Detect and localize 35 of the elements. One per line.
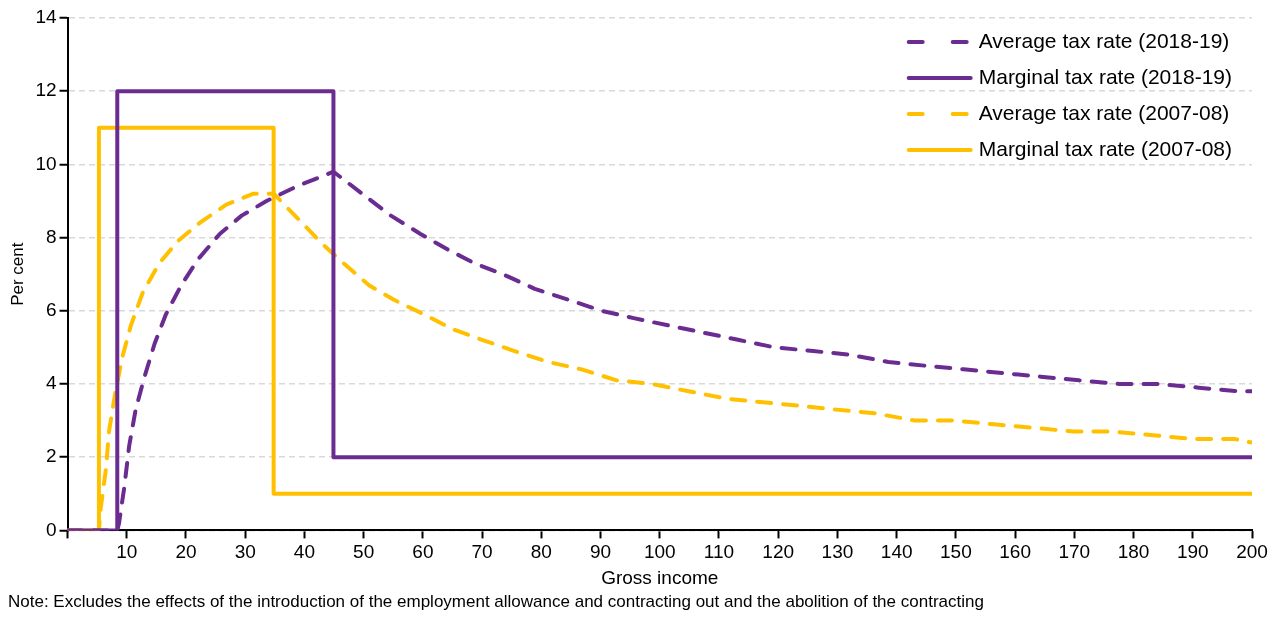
- y-tick-label: 14: [35, 6, 57, 28]
- legend-label: Marginal tax rate (2007-08): [978, 136, 1232, 160]
- x-tick-label: 140: [880, 541, 913, 563]
- x-tick-label: 30: [234, 541, 256, 563]
- legend-label: Marginal tax rate (2018-19): [978, 64, 1232, 88]
- x-tick-label: 150: [940, 541, 972, 563]
- x-tick-label: 110: [703, 541, 735, 563]
- legend-label: Average tax rate (2007-08): [978, 100, 1230, 124]
- x-tick-label: 50: [353, 541, 375, 563]
- x-tick-label: 100: [643, 541, 676, 563]
- x-tick-label: 200: [1236, 541, 1268, 563]
- x-tick-label: 120: [762, 541, 795, 563]
- x-tick-label: 20: [175, 541, 197, 563]
- x-tick-label: 160: [999, 541, 1031, 563]
- y-tick-label: 0: [45, 518, 57, 540]
- y-tick-label: 8: [45, 225, 57, 247]
- x-axis-title: Gross income: [601, 566, 719, 588]
- x-tick-label: 80: [530, 541, 552, 563]
- y-tick-label: 4: [45, 372, 57, 394]
- text: Note: Excludes the effects of the introduction of the employment allowance and contracting out and the abolition of the contracting: [8, 592, 984, 612]
- y-tick-label: 12: [35, 79, 57, 101]
- legend-label: Average tax rate (2018-19): [978, 28, 1230, 52]
- y-axis-title: Per cent: [7, 242, 27, 306]
- y-tick-label: 2: [45, 445, 57, 467]
- y-tick-label: 6: [45, 299, 57, 321]
- x-tick-label: 70: [471, 541, 493, 563]
- x-tick-label: 180: [1117, 541, 1150, 563]
- x-tick-label: 170: [1058, 541, 1091, 563]
- x-tick-label: 90: [589, 541, 612, 563]
- x-tick-label: 10: [116, 541, 138, 563]
- x-tick-label: 130: [821, 541, 854, 563]
- y-tick-label: 10: [35, 152, 57, 174]
- x-tick-label: 40: [293, 541, 315, 563]
- x-tick-label: 60: [412, 541, 434, 563]
- x-tick-label: 190: [1176, 541, 1209, 563]
